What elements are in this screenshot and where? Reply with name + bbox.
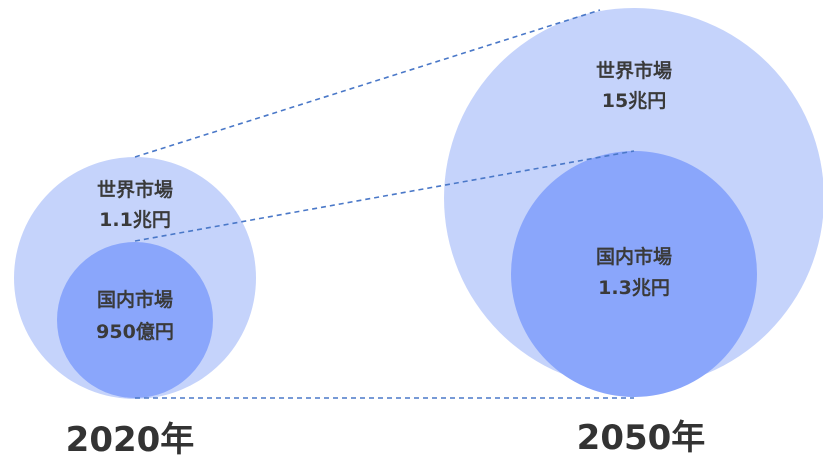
domestic-market-2050-value: 1.3兆円 xyxy=(598,277,670,299)
domestic-market-2050-label: 国内市場 xyxy=(596,245,672,268)
domestic-market-2020-circle xyxy=(57,242,213,398)
connector-domestic-top xyxy=(134,150,635,242)
world-market-2020-label: 世界市場 xyxy=(97,178,173,201)
domestic-market-2020-label: 国内市場 xyxy=(97,288,173,311)
world-market-2020-value: 1.1兆円 xyxy=(99,209,171,231)
year-2050-label: 2050年 xyxy=(577,418,706,458)
world-market-2050-label: 世界市場 xyxy=(596,59,672,82)
year-2020-label: 2020年 xyxy=(66,420,195,460)
domestic-market-2050-circle xyxy=(511,151,757,397)
domestic-market-2020-value: 950億円 xyxy=(96,320,174,343)
connector-world-top xyxy=(134,9,601,158)
world-market-2050-value: 15兆円 xyxy=(602,90,666,112)
